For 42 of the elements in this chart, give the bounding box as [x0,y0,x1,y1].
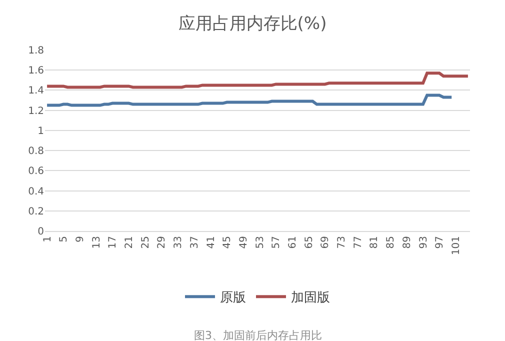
x-tick-label: 45 [222,236,234,249]
y-tick-label: 0.6 [28,166,44,178]
x-tick-label: 9 [74,236,86,242]
x-tick-label: 25 [140,236,152,249]
x-tick-label: 101 [450,236,462,256]
x-tick-label: 53 [254,236,266,249]
x-tick-label: 73 [336,236,348,249]
x-tick-label: 69 [320,236,332,249]
x-tick-label: 57 [271,236,282,249]
legend-label: 加固版 [291,290,330,306]
x-tick-label: 93 [418,236,430,249]
line-series [46,94,454,107]
x-tick-label: 81 [369,236,380,249]
chart-title: 应用占用内存比(%) [178,14,327,34]
x-tick-label: 17 [108,236,119,249]
caption: 图3、加固前后内存占用比 [194,329,322,341]
y-tick-label: 1.2 [28,106,44,117]
x-tick-label: 1 [42,236,54,242]
x-tick-label: 37 [189,236,200,249]
x-tick-label: 49 [238,236,250,249]
x-tick-label: 21 [124,236,136,249]
x-tick-label: 5 [58,236,70,242]
x-tick-label: 33 [173,236,184,249]
x-tick-label: 13 [91,236,102,249]
y-tick-label: 1 [38,126,44,137]
y-tick-label: 1.4 [28,86,44,97]
legend-label: 原版 [220,290,246,306]
line-series [46,72,470,89]
x-tick-label: 41 [206,236,217,249]
y-tick-label: 0.8 [28,146,44,158]
y-tick-label: 1.8 [28,46,44,56]
y-tick-label: 0.4 [28,186,44,198]
x-tick-label: 89 [402,236,413,249]
x-tick-label: 77 [352,236,364,249]
y-tick-label: 0.2 [28,206,44,218]
x-tick-label: 97 [434,236,446,249]
x-tick-label: 29 [156,236,168,249]
x-tick-label: 61 [287,236,298,249]
x-tick-label: 85 [386,236,397,249]
x-tick-label: 65 [304,236,315,249]
y-tick-label: 1.6 [28,66,44,77]
y-tick-label: 0 [38,226,44,238]
